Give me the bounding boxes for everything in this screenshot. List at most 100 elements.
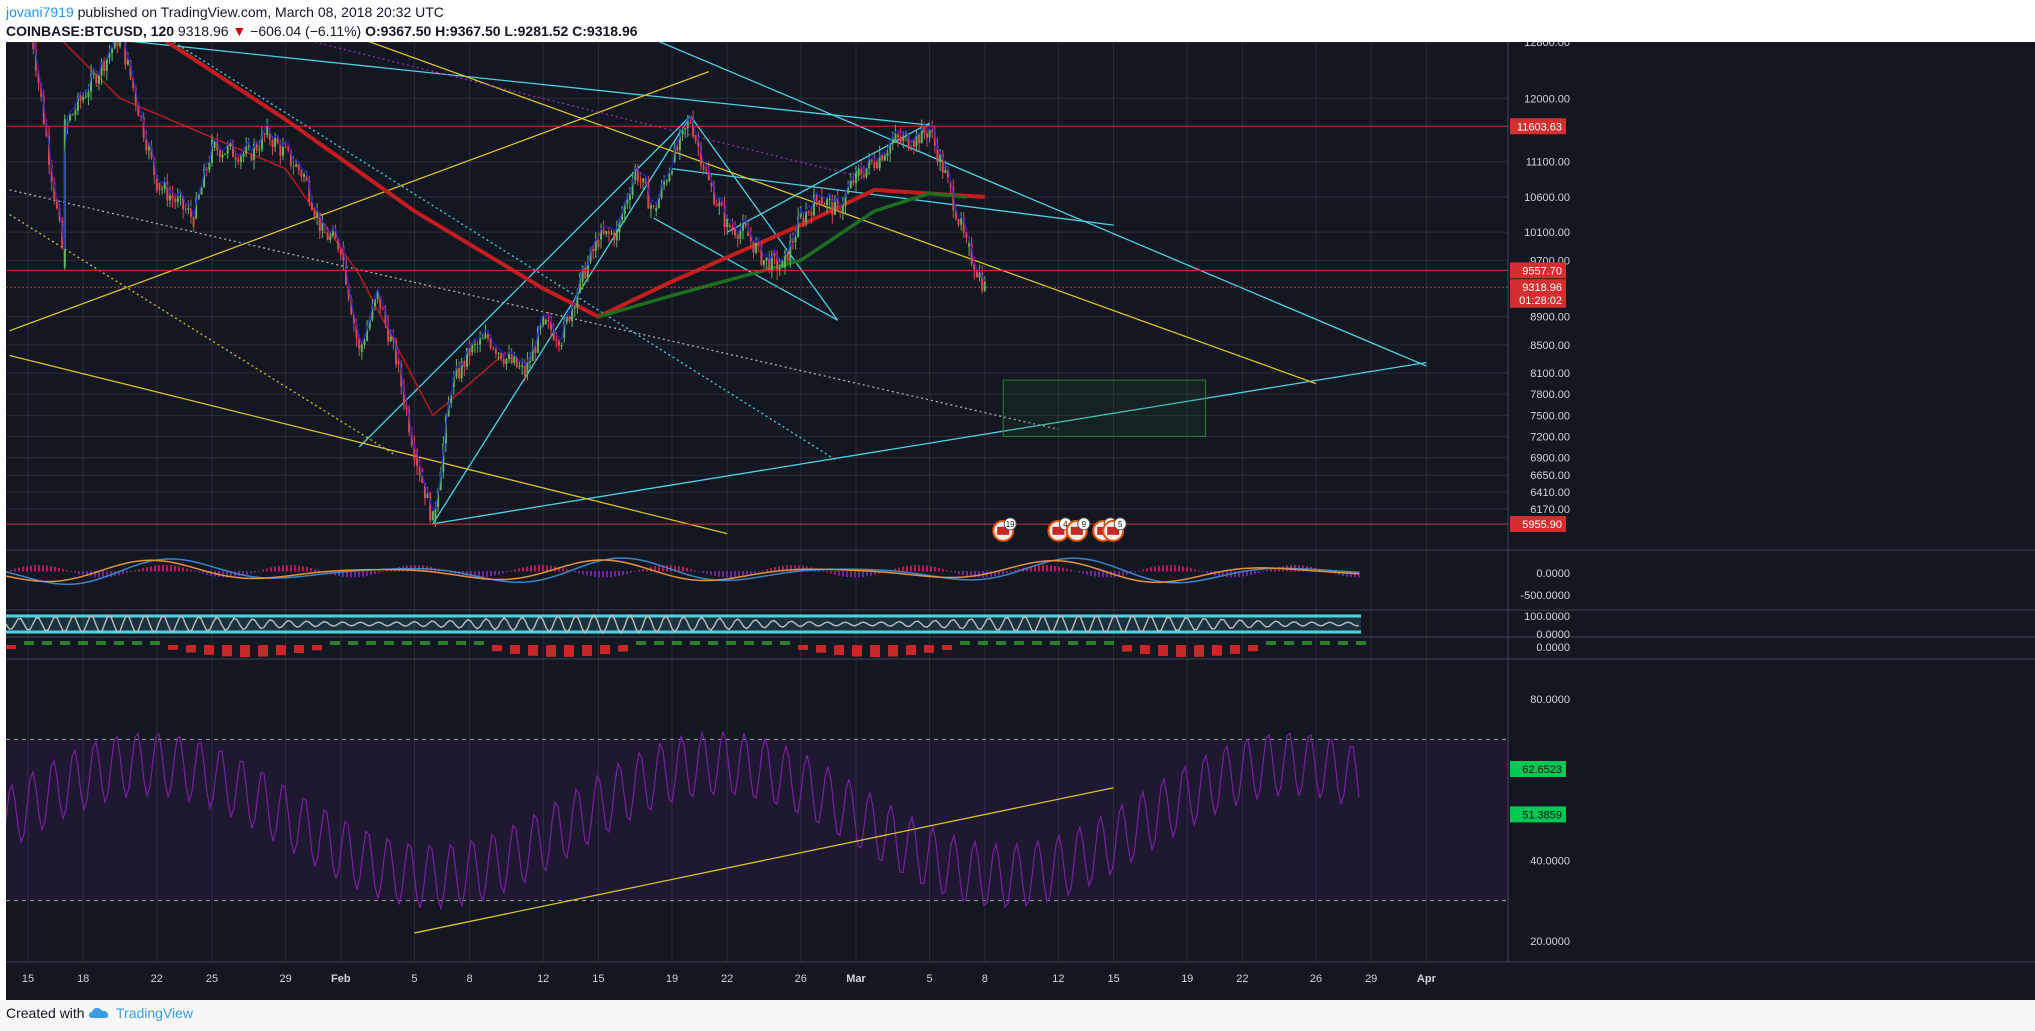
candle-body	[686, 121, 689, 129]
macd-histogram-bar	[122, 571, 124, 575]
candle-body	[253, 144, 256, 160]
macd-histogram-bar	[974, 571, 976, 578]
event-flag-shape	[1070, 526, 1083, 535]
candle-body	[195, 198, 198, 219]
candle-body	[213, 141, 216, 148]
candle-body	[681, 129, 684, 134]
candle-body	[497, 353, 500, 355]
candle-body	[665, 181, 668, 183]
candle-body	[557, 341, 560, 346]
event-markers[interactable]: 194935	[992, 517, 1127, 542]
candle-body	[318, 212, 321, 231]
candle-body	[818, 200, 821, 205]
tradingview-link[interactable]: TradingView	[88, 1005, 193, 1021]
oscillator-bar	[1320, 641, 1330, 645]
candle-body	[810, 211, 813, 216]
macd-histogram-bar	[766, 569, 768, 572]
oscillator-bar	[690, 641, 700, 645]
macd-histogram-bar	[850, 571, 852, 578]
macd-histogram-bar	[1194, 569, 1196, 572]
author-link[interactable]: jovani7919	[6, 4, 74, 20]
candle-body	[526, 361, 529, 374]
candle-body	[962, 218, 965, 233]
time-tick-label: 29	[279, 973, 291, 985]
candle-body	[450, 394, 453, 403]
candle-body	[891, 138, 894, 144]
macd-histogram-bar	[382, 571, 384, 572]
price-chart[interactable]: 194935 12800.0012000.0011100.0010600.001…	[6, 42, 2035, 1000]
candle-body	[500, 353, 503, 360]
candle-body	[521, 365, 524, 367]
candle-body	[418, 465, 421, 476]
macd-histogram-bar	[66, 570, 68, 572]
oscillator-bar	[1122, 645, 1132, 652]
oscillator-bar	[1266, 641, 1276, 645]
macd-histogram-bar	[230, 571, 232, 578]
candle-body	[331, 231, 334, 236]
candle-body	[247, 145, 250, 147]
macd-histogram-bar	[1106, 571, 1108, 578]
macd-histogram-bar	[590, 571, 592, 577]
candle-body	[355, 323, 358, 338]
macd-histogram-bar	[50, 566, 52, 572]
candle-body	[515, 356, 518, 368]
macd-histogram-bar	[594, 571, 596, 577]
macd-histogram-bar	[1038, 565, 1040, 572]
tradingview-brand: TradingView	[116, 1005, 194, 1021]
oscillator-bar	[6, 645, 16, 649]
price-tick-label: 6650.00	[1530, 470, 1570, 482]
candle-body	[644, 178, 647, 184]
us-flag-event-icon[interactable]: 19	[992, 517, 1017, 542]
price-tick-label: 10600.00	[1524, 192, 1570, 204]
macd-histogram-bar	[906, 565, 908, 572]
event-count-label: 4	[1063, 520, 1068, 529]
candle-body	[544, 319, 547, 324]
time-tick-label: Feb	[331, 973, 351, 985]
candle-body	[710, 182, 713, 187]
us-flag-event-icon[interactable]: 5	[1102, 517, 1127, 542]
macd-histogram-bar	[682, 566, 684, 572]
time-axis[interactable]: 15 18 22 25 29 Feb 5 8 12 15 19 22 26 Mar 5 8 12 15 19 22 26…	[22, 973, 1437, 985]
candle-body	[303, 174, 305, 177]
macd-histogram-bar	[1074, 570, 1076, 572]
macd-histogram-bar	[862, 571, 864, 578]
oscillator-bar	[60, 641, 70, 645]
candle-body	[925, 133, 928, 138]
event-count-label: 9	[1082, 520, 1087, 529]
macd-histogram-bar	[490, 571, 492, 577]
macd-histogram-bar	[54, 566, 56, 572]
macd-histogram-bar	[762, 570, 764, 572]
event-flag-shape	[997, 526, 1010, 535]
macd-histogram-bar	[1058, 566, 1060, 572]
macd-histogram-bar	[742, 571, 744, 577]
candle-body	[103, 60, 106, 71]
candle-body	[912, 140, 915, 147]
event-flag-shape	[1052, 526, 1065, 535]
candle-body	[371, 306, 374, 320]
candle-body	[305, 175, 308, 181]
candle-body	[373, 299, 376, 307]
macd-histogram-bar	[282, 565, 284, 572]
macd-histogram-bar	[310, 568, 312, 572]
tradingview-cloud-icon	[89, 1008, 109, 1018]
candle-body	[847, 187, 850, 194]
us-flag-event-icon[interactable]: 9	[1065, 517, 1091, 542]
candle-body	[489, 337, 492, 348]
oscillator-bar	[276, 645, 286, 656]
candle-body	[586, 261, 589, 278]
candle-body	[292, 165, 295, 167]
candle-body	[883, 155, 886, 161]
macd-histogram-bar	[314, 569, 316, 572]
candle-body	[508, 354, 511, 359]
candle-body	[736, 235, 739, 239]
candle-body	[166, 182, 169, 201]
price-axis[interactable]: 12800.00 12000.00 11100.00 10600.00 10100.00…	[1510, 42, 1570, 948]
macd-histogram-bar	[1006, 571, 1008, 574]
macd-histogram-bar	[1102, 571, 1104, 578]
candle-body	[531, 347, 534, 362]
candle-body	[255, 144, 258, 151]
macd-histogram-bar	[350, 571, 352, 578]
price-highlight-badge	[1510, 291, 1566, 308]
candle-body	[770, 253, 773, 272]
time-tick-label: 25	[206, 973, 218, 985]
